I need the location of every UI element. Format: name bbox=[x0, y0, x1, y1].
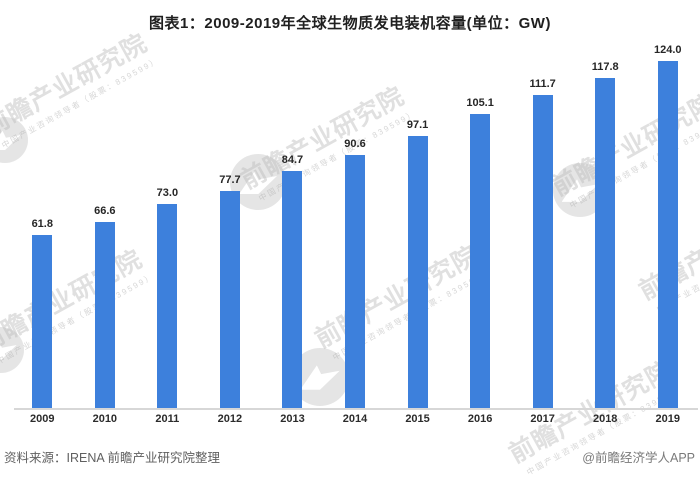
bar-value-label: 105.1 bbox=[466, 96, 494, 109]
bar-value-label: 117.8 bbox=[591, 61, 619, 74]
x-axis-label: 2015 bbox=[405, 413, 430, 425]
x-axis-label: 2011 bbox=[155, 413, 180, 425]
bar-value-label: 77.7 bbox=[219, 173, 241, 186]
bar bbox=[345, 154, 365, 408]
x-axis-label: 2016 bbox=[467, 413, 493, 425]
bar-column: 117.8 bbox=[574, 61, 637, 408]
bar bbox=[407, 136, 428, 408]
bar-column: 105.1 bbox=[449, 97, 512, 408]
bar bbox=[532, 95, 553, 408]
bar-value-label: 124.0 bbox=[653, 44, 682, 56]
chart-title: 图表1：2009-2019年全球生物质发电装机容量(单位：GW) bbox=[149, 15, 551, 32]
bar-column: 84.7 bbox=[261, 154, 324, 408]
bar-value-label: 84.7 bbox=[281, 154, 304, 166]
data-source-note: 资料来源：IRENA 前瞻产业研究院整理 bbox=[4, 451, 220, 465]
bar-column: 73.0 bbox=[136, 187, 199, 408]
bar bbox=[282, 171, 303, 408]
bar-column: 66.6 bbox=[74, 205, 137, 408]
bar bbox=[657, 61, 678, 408]
x-axis-label: 2013 bbox=[280, 413, 305, 425]
bar-column: 97.1 bbox=[386, 119, 449, 408]
x-axis-label: 2014 bbox=[342, 413, 368, 425]
bar bbox=[470, 113, 491, 408]
x-axis-label: 2017 bbox=[530, 413, 555, 425]
bar bbox=[94, 221, 115, 408]
bar-value-label: 73.0 bbox=[156, 186, 179, 199]
bar bbox=[32, 235, 53, 408]
x-axis-label: 2018 bbox=[592, 413, 618, 425]
bar-column: 77.7 bbox=[199, 174, 262, 408]
bar-value-label: 61.8 bbox=[31, 218, 53, 231]
footer: 资料来源：IRENA 前瞻产业研究院整理 @前瞻经济学人APP bbox=[4, 447, 695, 466]
bar-column: 90.6 bbox=[324, 137, 387, 408]
bar bbox=[595, 78, 616, 408]
x-axis-labels: 2009 2010 2011 2012 2013 2014 2015 2016 2017 2018… bbox=[11, 413, 699, 425]
bar-value-label: 111.7 bbox=[529, 78, 556, 91]
bar-value-label: 97.1 bbox=[406, 119, 429, 132]
bar bbox=[157, 203, 178, 408]
app-credit: @前瞻经济学人APP bbox=[582, 451, 695, 465]
bar-column: 61.8 bbox=[11, 218, 74, 408]
x-axis-label: 2010 bbox=[92, 413, 118, 425]
x-axis-line bbox=[14, 408, 698, 410]
x-axis-label: 2019 bbox=[655, 413, 680, 425]
bar-value-label: 66.6 bbox=[94, 204, 116, 217]
bar-value-label: 90.6 bbox=[344, 137, 366, 150]
bar-column: 111.7 bbox=[511, 78, 574, 408]
bar-column: 124.0 bbox=[636, 44, 699, 408]
x-axis-label: 2009 bbox=[30, 413, 55, 425]
bars-area: 61.8 66.6 73.0 77.7 84.7 90.6 97.1 105.1 111.7 11… bbox=[11, 0, 699, 408]
bar bbox=[219, 190, 240, 408]
x-axis-label: 2012 bbox=[217, 413, 243, 425]
